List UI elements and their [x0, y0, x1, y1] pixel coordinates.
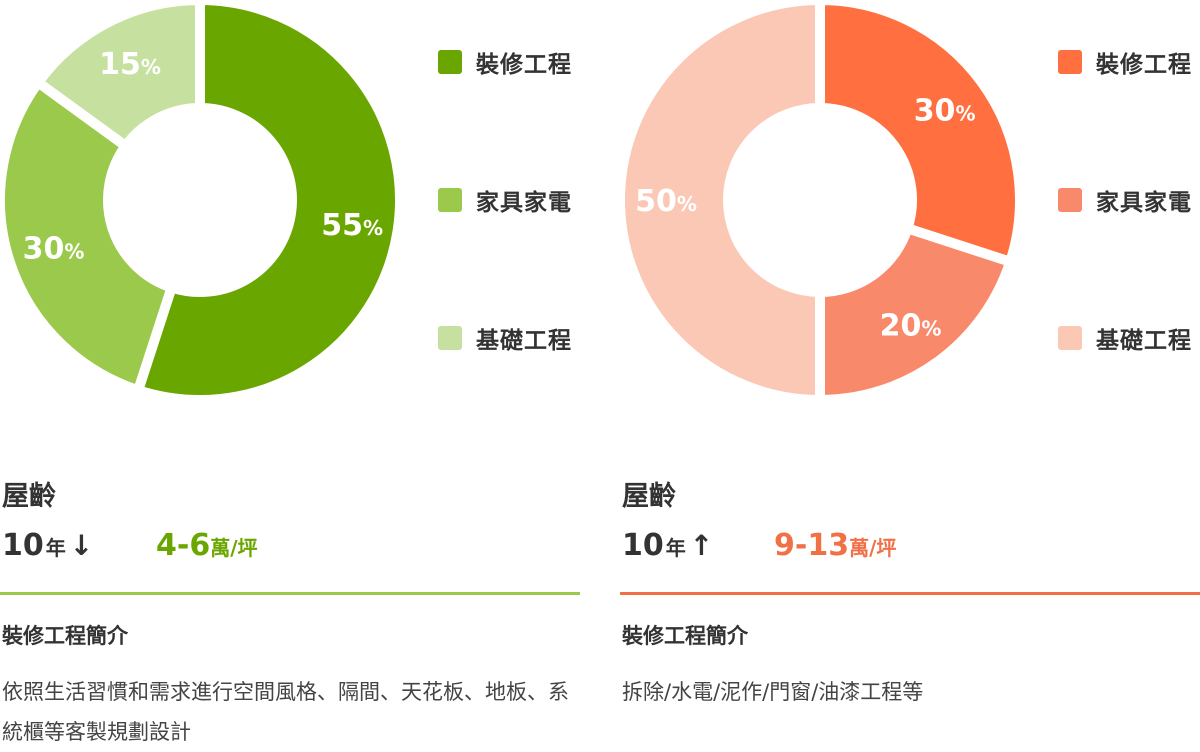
house-age-title: 屋齡	[622, 481, 676, 512]
slice-label: 55%	[321, 208, 383, 243]
donut-chart-left: 55% 30% 15%	[0, 0, 400, 400]
legend-swatch	[438, 326, 462, 350]
slice-label: 30%	[23, 232, 85, 267]
legend-item-furniture: 家具家電	[1058, 182, 1192, 218]
house-age-value: 10 年 ↓	[2, 528, 93, 563]
donut-slice	[815, 223, 1016, 400]
age-number: 10	[622, 528, 664, 563]
renovation-card-over-10-years: 30% 20% 50% 裝修工程 家具家電 基礎工程 屋齡 10 年 ↑ 9-13 …	[620, 0, 1200, 747]
price-per-ping: 4-6 萬/坪	[156, 528, 258, 563]
donut-chart-right: 30% 20% 50%	[620, 0, 1020, 400]
donut-slice	[620, 0, 825, 400]
slice-label: 15%	[99, 47, 161, 82]
intro-title: 裝修工程簡介	[622, 624, 748, 648]
legend-swatch	[438, 50, 462, 74]
legend-item-basic: 基礎工程	[438, 320, 572, 356]
legend-swatch	[1058, 326, 1082, 350]
donut-slice	[33, 0, 205, 151]
legend-item-basic: 基礎工程	[1058, 320, 1192, 356]
donut-slice	[0, 77, 177, 396]
divider	[620, 592, 1200, 595]
house-age-value: 10 年 ↑	[622, 528, 713, 563]
arrow-up-icon: ↑	[689, 529, 714, 562]
divider	[0, 592, 580, 595]
legend-item-furniture: 家具家電	[438, 182, 572, 218]
intro-title: 裝修工程簡介	[2, 624, 128, 648]
price-range: 4-6	[156, 528, 211, 563]
house-age-title: 屋齡	[2, 481, 56, 512]
legend-label: 基礎工程	[476, 328, 572, 354]
age-unit: 年	[45, 536, 66, 560]
slice-label: 20%	[880, 309, 942, 344]
price-unit: 萬/坪	[849, 536, 897, 560]
age-number: 10	[2, 528, 44, 563]
price-unit: 萬/坪	[210, 536, 258, 560]
price-per-ping: 9-13 萬/坪	[774, 528, 896, 563]
slice-label: 50%	[635, 184, 697, 219]
legend-swatch	[438, 188, 462, 212]
legend-item-renovation: 裝修工程	[1058, 44, 1192, 80]
legend-label: 家具家電	[1096, 190, 1192, 216]
legend-label: 家具家電	[476, 190, 572, 216]
legend-swatch	[1058, 50, 1082, 74]
legend-label: 裝修工程	[1096, 52, 1192, 78]
arrow-down-icon: ↓	[69, 529, 94, 562]
renovation-card-under-10-years: 55% 30% 15% 裝修工程 家具家電 基礎工程 屋齡 10 年 ↓ 4-6 萬…	[0, 0, 580, 747]
legend-item-renovation: 裝修工程	[438, 44, 572, 80]
age-unit: 年	[665, 536, 686, 560]
price-range: 9-13	[774, 528, 850, 563]
slice-label: 30%	[914, 93, 976, 128]
legend-label: 基礎工程	[1096, 328, 1192, 354]
intro-text: 依照生活習慣和需求進行空間風格、隔間、天花板、地板、系統櫃等客製規劃設計	[2, 680, 569, 744]
intro-text: 拆除/水電/泥作/門窗/油漆工程等	[622, 680, 924, 704]
legend-label: 裝修工程	[476, 52, 572, 78]
donut-slice	[815, 0, 1020, 267]
legend-swatch	[1058, 188, 1082, 212]
